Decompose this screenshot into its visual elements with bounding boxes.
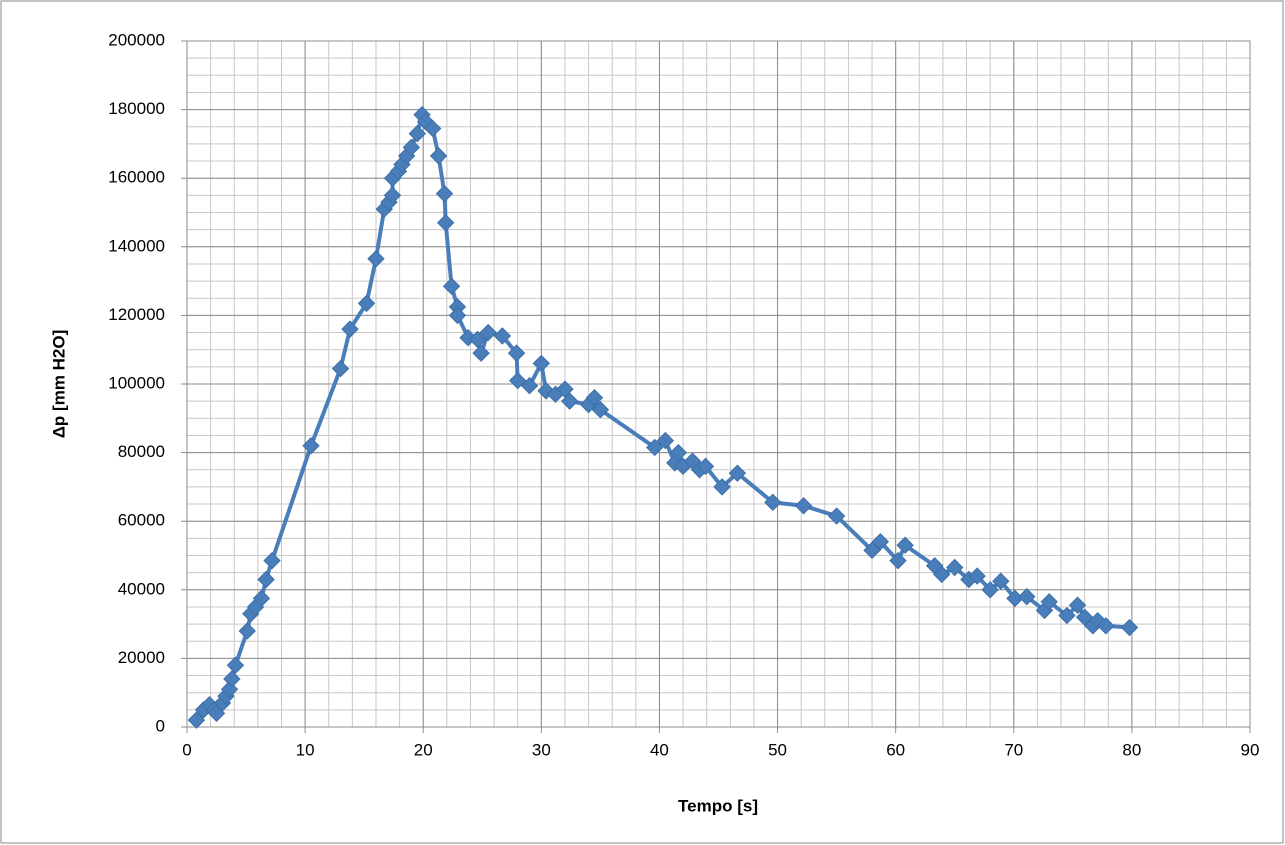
data-point [331, 359, 350, 378]
y-tick-label: 80000 [118, 442, 165, 461]
plot-border [186, 40, 1251, 728]
data-point [423, 119, 442, 138]
x-tick-label: 20 [414, 740, 433, 759]
data-point [1120, 618, 1139, 637]
x-tick-label: 80 [1122, 740, 1141, 759]
data-point [764, 493, 782, 512]
y-tick-label: 120000 [108, 305, 165, 324]
data-point [1018, 587, 1036, 606]
data-point [341, 320, 359, 338]
data-point [827, 507, 846, 525]
data-point [263, 551, 281, 570]
data-point [509, 371, 527, 390]
y-tick-label: 0 [156, 716, 165, 735]
data-point [436, 214, 455, 232]
data-point [1058, 606, 1076, 625]
data-point [367, 250, 385, 268]
data-point [226, 656, 245, 674]
data-point [479, 323, 497, 342]
x-tick-label: 60 [886, 740, 905, 759]
x-tick-label: 90 [1241, 740, 1260, 759]
x-tick-label: 50 [768, 740, 787, 759]
y-tick-label: 60000 [118, 511, 165, 530]
data-point [728, 464, 747, 482]
data-point [992, 572, 1010, 590]
data-point [493, 327, 512, 345]
data-point [713, 478, 731, 496]
data-point [357, 294, 376, 313]
data-point [468, 330, 487, 349]
y-tick-label: 180000 [108, 99, 165, 118]
y-tick-label: 40000 [118, 579, 165, 598]
data-point [669, 443, 688, 462]
data-point [981, 581, 999, 599]
data-point [1097, 617, 1115, 635]
data-point [896, 536, 914, 554]
data-point [968, 567, 986, 585]
data-point [223, 670, 241, 688]
data-point [666, 454, 684, 472]
data-point [646, 438, 664, 457]
data-point [696, 457, 715, 476]
data-point [383, 186, 402, 205]
data-point [1088, 611, 1107, 630]
data-point [1075, 608, 1094, 626]
data-point [560, 392, 579, 410]
data-point [532, 354, 551, 373]
data-point [537, 382, 555, 400]
data-point [257, 570, 275, 589]
data-point [863, 541, 881, 560]
data-point [507, 344, 526, 362]
data-point [429, 147, 448, 165]
data-point [871, 533, 890, 551]
data-point [442, 277, 461, 295]
y-axis-label: Δp [mm H2O] [49, 330, 68, 439]
data-point [238, 622, 256, 640]
y-tick-label: 20000 [118, 648, 165, 667]
data-point [402, 138, 421, 157]
data-point [794, 497, 813, 515]
x-tick-label: 0 [182, 740, 191, 759]
data-point [1068, 596, 1087, 614]
data-point [520, 377, 539, 395]
data-point [946, 558, 964, 577]
x-tick-label: 70 [1004, 740, 1023, 759]
data-point [448, 306, 467, 325]
data-point [187, 711, 206, 729]
data-point [472, 344, 490, 362]
y-tick-label: 140000 [108, 236, 165, 255]
x-axis-label: Tempo [s] [678, 796, 758, 815]
y-tick-label: 200000 [108, 30, 165, 49]
data-point [585, 389, 604, 407]
data-point [1040, 593, 1058, 611]
data-point [435, 184, 454, 203]
data-point [408, 124, 427, 143]
x-tick-label: 40 [650, 740, 669, 759]
data-point [302, 437, 320, 455]
x-tick-label: 30 [532, 740, 551, 759]
data-point [591, 401, 610, 419]
data-point [252, 589, 271, 608]
x-tick-label: 10 [296, 740, 315, 759]
y-tick-label: 160000 [108, 168, 165, 187]
y-tick-label: 100000 [108, 373, 165, 392]
data-point [933, 565, 951, 584]
data-point [889, 551, 907, 570]
data-point [556, 380, 574, 398]
data-point [656, 431, 675, 450]
